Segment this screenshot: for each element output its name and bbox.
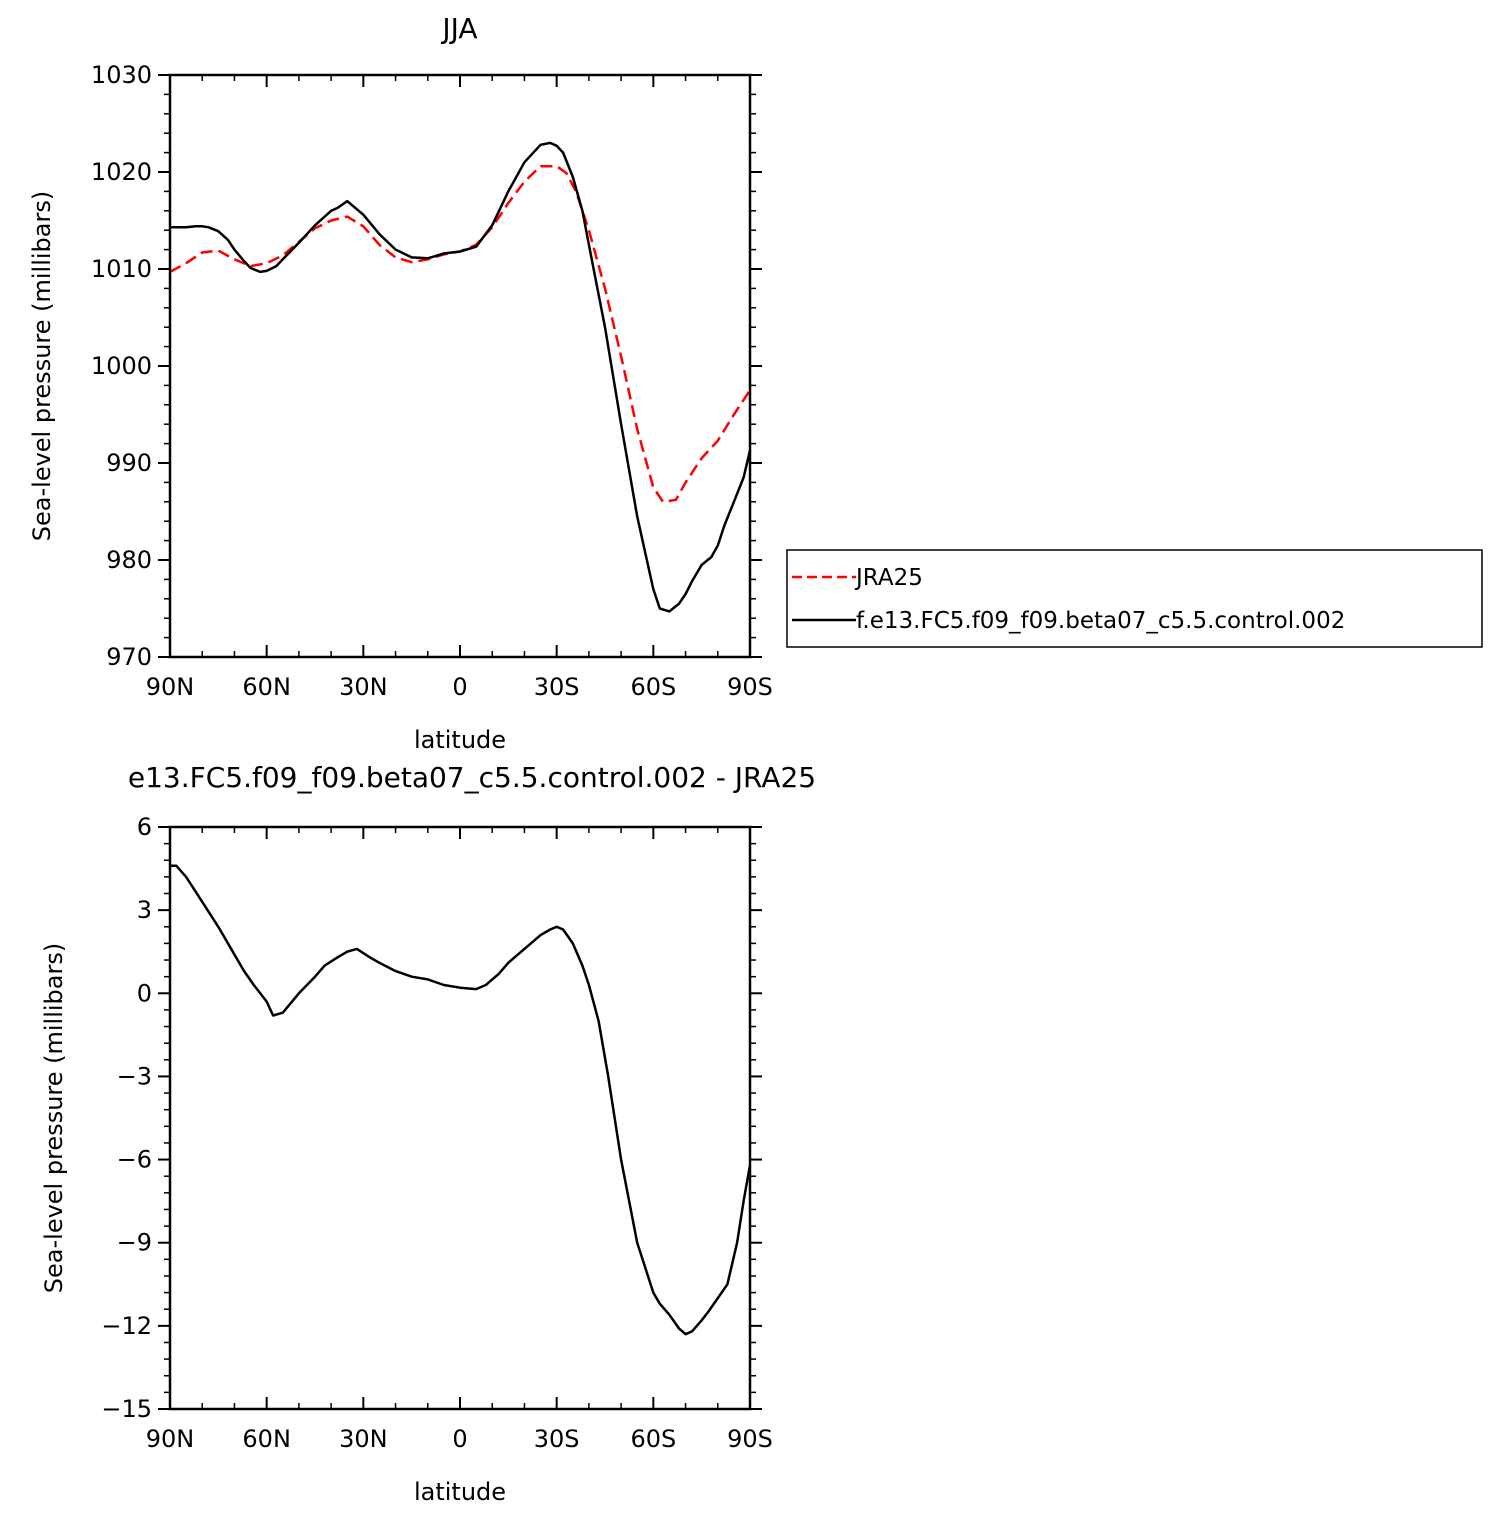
- bottom-panel: e13.FC5.f09_f09.beta07_c5.5.control.002 …: [40, 761, 816, 1506]
- bottom-x-tick-label: 60S: [630, 1425, 676, 1453]
- top-y-axis-label: Sea-level pressure (millibars): [28, 191, 56, 541]
- top-y-tick-label: 1030: [91, 61, 152, 89]
- top-y-tick-label: 970: [106, 643, 152, 671]
- legend: JRA25 f.e13.FC5.f09_f09.beta07_c5.5.cont…: [786, 549, 1483, 648]
- top-x-tick-label: 90S: [727, 673, 773, 701]
- bottom-y-tick-label: −6: [117, 1146, 152, 1174]
- bottom-x-axis-label: latitude: [414, 1478, 506, 1506]
- top-chart-title: JJA: [440, 12, 477, 45]
- top-y-tick-label: 1000: [91, 352, 152, 380]
- legend-label-model: f.e13.FC5.f09_f09.beta07_c5.5.control.00…: [856, 608, 1345, 634]
- top-y-tick-label: 980: [106, 546, 152, 574]
- top-x-tick-label: 30S: [534, 673, 580, 701]
- bottom-y-tick-label: −3: [117, 1062, 152, 1090]
- bottom-x-tick-label: 90N: [146, 1425, 195, 1453]
- bottom-y-tick-label: 0: [137, 979, 152, 1007]
- bottom-plot-area: 90N 60N 30N 0 30S 60S 90S −15 −12 −9 −6 −3 0 3 6: [101, 813, 773, 1453]
- bottom-x-tick-label: 30S: [534, 1425, 580, 1453]
- top-y-tick-label: 1020: [91, 158, 152, 186]
- bottom-series-line-0: [170, 864, 752, 1336]
- bottom-y-axis-label: Sea-level pressure (millibars): [40, 943, 68, 1293]
- legend-label-jra25: JRA25: [854, 565, 923, 591]
- top-x-tick-label: 0: [452, 673, 467, 701]
- bottom-y-tick-label: 6: [137, 813, 152, 841]
- top-x-tick-label: 60S: [630, 673, 676, 701]
- top-y-tick-label: 1010: [91, 255, 152, 283]
- top-x-tick-label: 90N: [146, 673, 195, 701]
- top-series-line-1: [170, 141, 752, 613]
- bottom-x-tick-label: 0: [452, 1425, 467, 1453]
- top-plot-frame: [168, 73, 752, 659]
- top-series-line-0: [169, 164, 752, 504]
- bottom-x-tick-label: 60N: [242, 1425, 291, 1453]
- bottom-y-tick-label: −12: [101, 1312, 152, 1340]
- top-plot-area: 90N 60N 30N 0 30S 60S 90S 970 980 990 1000 1010 1020…: [91, 61, 773, 701]
- top-x-tick-label: 30N: [339, 673, 388, 701]
- legend-box: [786, 549, 1483, 648]
- bottom-y-tick-label: 3: [137, 896, 152, 924]
- top-y-tick-label: 990: [106, 449, 152, 477]
- bottom-x-tick-label: 30N: [339, 1425, 388, 1453]
- bottom-plot-frame: [168, 825, 752, 1411]
- top-panel: JJA 90N 60N 30N 0 30S 60S 90S 970 980 990 1000 1010…: [28, 12, 773, 754]
- top-x-tick-label: 60N: [242, 673, 291, 701]
- bottom-y-tick-label: −15: [101, 1395, 152, 1423]
- bottom-x-tick-label: 90S: [727, 1425, 773, 1453]
- top-x-axis-label: latitude: [414, 726, 506, 754]
- bottom-y-tick-label: −9: [117, 1229, 152, 1257]
- bottom-chart-title: e13.FC5.f09_f09.beta07_c5.5.control.002 …: [128, 761, 816, 794]
